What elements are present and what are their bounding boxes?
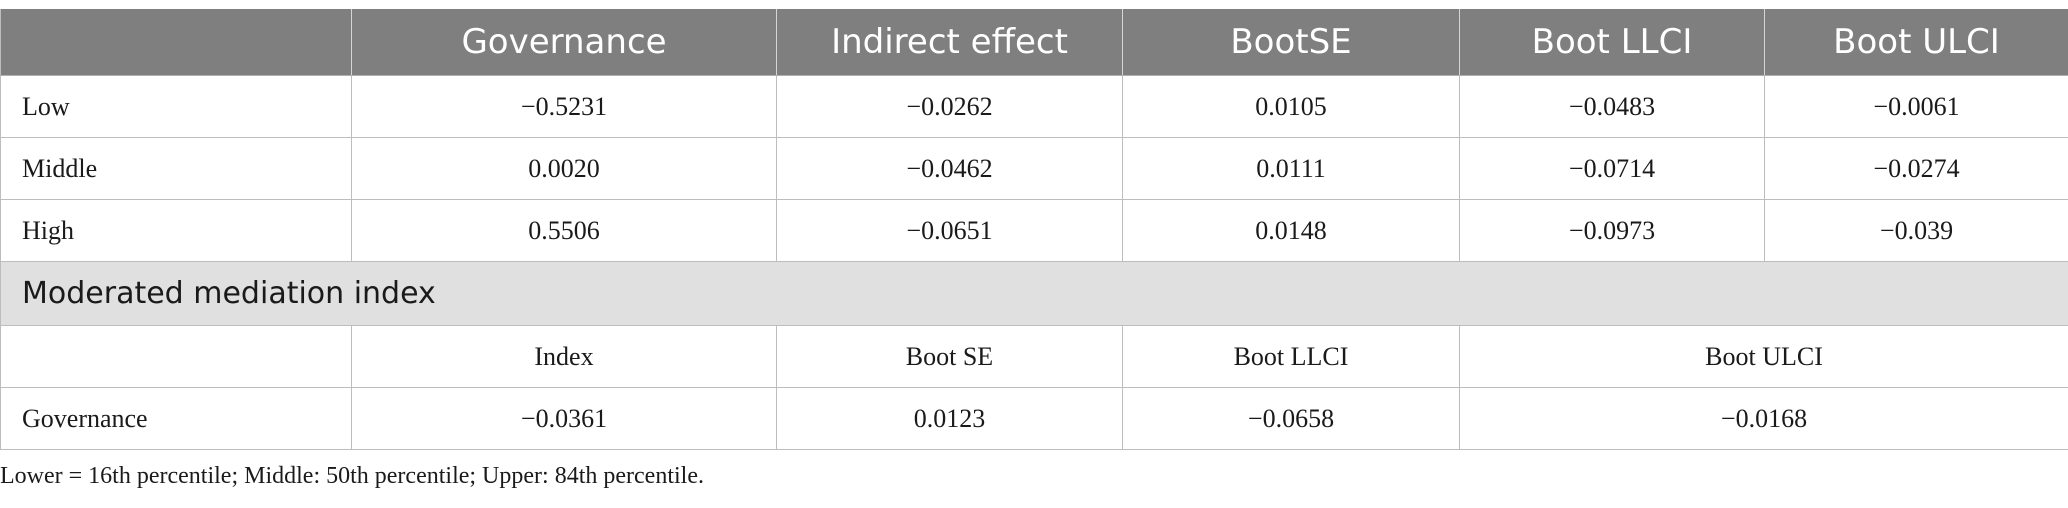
header-cell-bootse: BootSE [1122, 9, 1460, 76]
table-cell: 0.0105 [1122, 75, 1460, 138]
row-label: Middle [0, 137, 352, 200]
row-label: Low [0, 75, 352, 138]
header-cell-governance: Governance [351, 9, 777, 76]
table-cell: −0.5231 [351, 75, 777, 138]
table-cell: −0.0061 [1764, 75, 2068, 138]
table-footnote: Lower = 16th percentile; Middle: 50th pe… [0, 463, 704, 489]
table-row: Low −0.5231 −0.0262 0.0105 −0.0483 −0.00… [0, 75, 2068, 138]
header-cell-indirect-effect: Indirect effect [776, 9, 1123, 76]
table-cell: −0.0483 [1459, 75, 1765, 138]
table-cell: 0.5506 [351, 199, 777, 262]
table-cell: −0.0658 [1122, 387, 1460, 450]
sub-header-cell-blank [0, 325, 352, 388]
table-row: High 0.5506 −0.0651 0.0148 −0.0973 −0.03… [0, 199, 2068, 262]
row-label: High [0, 199, 352, 262]
table-cell: 0.0020 [351, 137, 777, 200]
sub-header-cell-index: Index [351, 325, 777, 388]
table-cell: 0.0123 [776, 387, 1123, 450]
table-row: Middle 0.0020 −0.0462 0.0111 −0.0714 −0.… [0, 137, 2068, 200]
table-cell: −0.0361 [351, 387, 777, 450]
sub-header-row: Index Boot SE Boot LLCI Boot ULCI [0, 325, 2068, 388]
header-cell-boot-ulci: Boot ULCI [1764, 9, 2068, 76]
sub-header-cell-boot-ulci: Boot ULCI [1459, 325, 2068, 388]
section-title: Moderated mediation index [0, 261, 2068, 326]
table-cell: −0.0168 [1459, 387, 2068, 450]
table-cell: 0.0111 [1122, 137, 1460, 200]
header-cell-boot-llci: Boot LLCI [1459, 9, 1765, 76]
table-cell: −0.0651 [776, 199, 1123, 262]
header-cell-blank [0, 9, 352, 76]
table-cell: −0.0462 [776, 137, 1123, 200]
table-cell: −0.0973 [1459, 199, 1765, 262]
table-cell: −0.0262 [776, 75, 1123, 138]
section-row: Moderated mediation index [0, 261, 2068, 326]
row-label: Governance [0, 387, 352, 450]
header-row: Governance Indirect effect BootSE Boot L… [0, 9, 2068, 76]
sub-header-cell-boot-se: Boot SE [776, 325, 1123, 388]
table-cell: −0.0714 [1459, 137, 1765, 200]
results-table: Governance Indirect effect BootSE Boot L… [0, 9, 2068, 450]
table-row: Governance −0.0361 0.0123 −0.0658 −0.016… [0, 387, 2068, 450]
table-cell: 0.0148 [1122, 199, 1460, 262]
sub-header-cell-boot-llci: Boot LLCI [1122, 325, 1460, 388]
results-table-container: Governance Indirect effect BootSE Boot L… [0, 9, 2068, 450]
table-cell: −0.039 [1764, 199, 2068, 262]
table-cell: −0.0274 [1764, 137, 2068, 200]
